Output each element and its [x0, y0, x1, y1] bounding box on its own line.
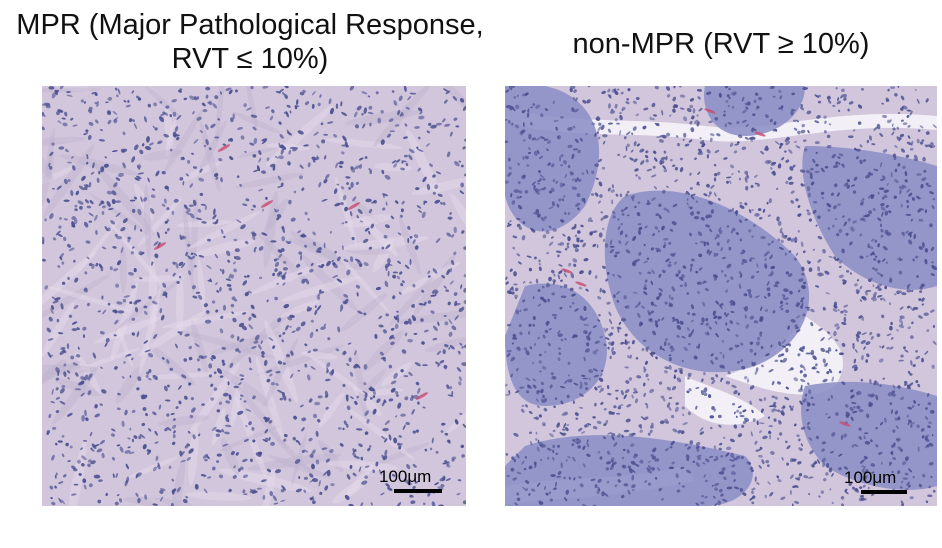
scale-bar-label-mpr: 100μm — [379, 467, 432, 486]
scale-bar-non-mpr — [861, 490, 907, 494]
panel-title-mpr: MPR (Major Pathological Response, RVT ≤ … — [0, 8, 500, 76]
panel-title-mpr-line1: MPR (Major Pathological Response, — [16, 9, 484, 41]
panel-title-non-mpr: non-MPR (RVT ≥ 10%) — [572, 28, 870, 60]
panel-title-mpr-line2: RVT ≤ 10%) — [171, 43, 329, 75]
scale-bar-mpr — [394, 489, 442, 493]
scale-bar-label-non-mpr: 100μm — [844, 468, 897, 487]
micrograph-non-mpr: 100μm — [505, 86, 937, 506]
histology-image-non-mpr — [505, 86, 937, 506]
micrograph-mpr: 100μm — [42, 86, 466, 506]
histology-image-mpr — [42, 86, 466, 506]
